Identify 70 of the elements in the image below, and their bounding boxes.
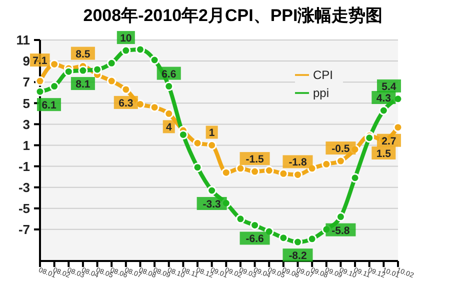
y-tick-label: -3 (18, 180, 30, 195)
y-tick-label: 7 (22, 74, 30, 90)
point (106, 58, 116, 68)
point (121, 84, 131, 94)
point (78, 66, 88, 76)
point (236, 214, 246, 224)
point (278, 168, 288, 178)
point (307, 234, 317, 244)
y-tick-label: -1 (18, 158, 30, 174)
point (35, 86, 45, 96)
data-label: -8.2 (288, 250, 307, 262)
point (264, 166, 274, 176)
point (192, 162, 202, 172)
data-label: -0.5 (332, 143, 350, 156)
data-label: 4.3 (376, 92, 392, 105)
point (236, 164, 246, 174)
point (293, 170, 302, 180)
point (293, 237, 302, 247)
chart-title: 2008年-2010年2月CPI、PPI涨幅走势图 (82, 5, 384, 26)
point (164, 108, 174, 118)
point (135, 44, 145, 54)
point (336, 156, 346, 166)
y-tick-label: 1 (22, 138, 30, 153)
legend-label: CPI (312, 68, 333, 82)
data-label: -1.5 (246, 154, 264, 166)
point (121, 46, 131, 56)
point (150, 55, 160, 65)
data-label: 10 (120, 32, 132, 45)
data-label: 1.5 (376, 148, 392, 160)
data-label: 4 (166, 122, 172, 134)
point (164, 82, 174, 92)
point (278, 233, 288, 243)
point (92, 64, 102, 74)
point (35, 76, 45, 86)
data-label: 7.1 (32, 55, 48, 68)
data-label: 6.3 (118, 97, 134, 110)
point (250, 220, 260, 230)
point (207, 140, 217, 150)
point (250, 166, 260, 176)
y-tick-label: -5 (18, 200, 30, 216)
data-label: 1 (208, 127, 215, 140)
point (192, 138, 202, 148)
point (221, 168, 231, 178)
data-label: -5.8 (332, 224, 350, 237)
data-label: 8.1 (76, 78, 90, 91)
point (322, 159, 332, 169)
point (178, 130, 188, 140)
point (64, 66, 74, 76)
data-label: -1.8 (288, 156, 307, 169)
y-tick-label: 3 (22, 116, 30, 132)
data-label: 6.6 (162, 68, 176, 80)
point (378, 106, 388, 116)
data-label: -3.3 (202, 198, 222, 210)
point (50, 59, 60, 69)
data-label: 8.5 (76, 48, 90, 60)
data-label: 6.1 (42, 100, 56, 112)
point (393, 122, 403, 132)
y-tick-label: 5 (22, 96, 30, 111)
point (50, 82, 60, 92)
y-tick-label: -7 (18, 222, 30, 238)
data-label: -6.6 (246, 233, 264, 246)
y-tick-label: 11 (16, 32, 30, 48)
point (150, 102, 160, 112)
y-tick-label: 9 (22, 54, 30, 69)
point (336, 212, 346, 222)
point (106, 76, 116, 86)
data-label: 5.4 (382, 80, 396, 93)
point (207, 186, 217, 196)
legend-label: ppi (312, 86, 329, 100)
point (350, 173, 360, 183)
